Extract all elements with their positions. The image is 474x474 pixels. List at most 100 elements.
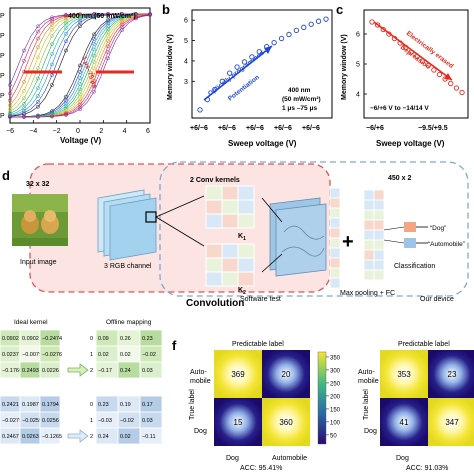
panel-a-xlabel: Voltage (V) <box>60 136 102 145</box>
offline-k2-cell <box>139 427 163 445</box>
hysteresis-point <box>64 104 68 109</box>
panel-c-xlabel: Sweep voltage (V) <box>376 139 445 148</box>
colorbar-tick: 300 <box>330 368 341 374</box>
kernel-cell <box>221 185 239 201</box>
fc-cell <box>373 219 385 231</box>
panel-b-marker <box>315 18 322 24</box>
hysteresis-point <box>64 101 68 106</box>
row-auto-right-2: mobile <box>358 378 379 385</box>
kernel-k1-grid <box>205 185 255 229</box>
hysteresis-point <box>50 52 54 56</box>
kernel-cell <box>205 199 223 215</box>
potentiation-arrow <box>203 45 273 101</box>
colorbar-ticks: 350 300 250 200 150 100 50 <box>326 355 341 439</box>
confusion-matrix-left: 369 20 15 360 <box>214 350 310 446</box>
depression-arrow <box>373 21 453 81</box>
kernel-cell <box>237 185 255 201</box>
hysteresis-point <box>22 59 26 63</box>
cm-cell <box>428 398 474 446</box>
panel-b-marker <box>219 78 225 84</box>
ideal-k1-value: −0.0079 <box>22 352 42 358</box>
panel-b-note-1: 400 nm <box>288 87 311 94</box>
panel-a-pulse-label: 1 μs–75 μs <box>80 55 98 89</box>
software-test-label: Software test <box>240 296 281 303</box>
cm-cell <box>214 350 262 398</box>
acc-left: ACC: 95.41% <box>240 465 282 472</box>
panel-c-ytick: 6 <box>356 32 360 39</box>
ideal-k2-value: −0.0255 <box>22 418 42 424</box>
hysteresis-point <box>134 12 138 16</box>
panel-b-marker <box>301 24 307 30</box>
ideal-k2-value: 0.1794 <box>42 402 59 408</box>
panel-d: 32 x 32 Input image 3 RGB channel 2 Conv… <box>0 160 474 308</box>
hysteresis-point <box>148 12 152 16</box>
fc-cell <box>363 269 375 281</box>
classification-label: Classification <box>394 263 435 270</box>
hysteresis-point <box>50 22 54 27</box>
hysteresis-point <box>78 12 82 17</box>
panel-c-note: −6/+6 V to −14/14 V <box>370 105 429 112</box>
hysteresis-point <box>36 86 40 90</box>
fc-cell <box>363 199 375 211</box>
vector-cell <box>329 207 341 219</box>
hysteresis-point <box>92 84 96 89</box>
ideal-k2-cell <box>39 427 61 445</box>
row-index: 1 <box>90 352 93 358</box>
offline-k1-value: 0.26 <box>120 336 131 342</box>
ideal-k1-cell <box>39 361 61 379</box>
hysteresis-point <box>36 45 40 50</box>
panel-c-marker <box>369 19 375 25</box>
panel-a-ytick: P <box>0 53 5 60</box>
fc-cell <box>363 239 375 251</box>
hysteresis-point <box>92 53 96 58</box>
offline-k1-value: 0.02 <box>120 352 131 358</box>
fc-cell <box>363 189 375 201</box>
acc-right: ACC: 91.03% <box>406 465 448 472</box>
hysteresis-point <box>22 106 26 110</box>
vector-cell <box>329 267 341 279</box>
kernel-cell <box>221 213 239 229</box>
row-index: 0 <box>90 336 93 342</box>
offline-k2-value: 0.03 <box>142 418 153 424</box>
colorbar-tick: 150 <box>330 407 341 413</box>
cm-cell <box>380 350 428 398</box>
fc-cell <box>373 269 385 281</box>
fc-cell <box>373 209 385 221</box>
hysteresis-point <box>36 76 40 81</box>
hysteresis-point <box>8 115 12 119</box>
offline-k1-value: 0.23 <box>142 336 153 342</box>
cm-value: 347 <box>445 418 459 427</box>
hysteresis-point <box>120 20 124 25</box>
kernel-cell <box>237 257 255 273</box>
row-index: 1 <box>90 418 93 424</box>
input-image-label: Input image <box>20 259 57 266</box>
panel-b-xtick: +6/−6 <box>190 125 208 132</box>
panel-b-marker <box>286 31 292 38</box>
output-size-label: 450 x 2 <box>388 175 411 182</box>
hysteresis-point <box>22 109 26 113</box>
ideal-kernel-title: Ideal kernel <box>14 319 48 326</box>
panel-a-plot: −6 −4 −2 0 2 4 6 P P P P P P 400 nm (50 mW/cm²) 1 μs… <box>0 7 152 145</box>
fc-weights <box>363 189 405 281</box>
hysteresis-point <box>22 48 26 53</box>
hysteresis-point <box>8 98 12 103</box>
col-dog-left: Dog <box>226 455 239 462</box>
hysteresis-point <box>50 15 54 20</box>
row-dog-left: Dog <box>194 428 207 435</box>
hysteresis-point <box>92 66 96 71</box>
panel-c-marker <box>374 22 381 28</box>
panel-a-ytick: P <box>0 13 5 20</box>
hysteresis-point <box>106 39 110 43</box>
offline-k2-value: 0.17 <box>142 402 153 408</box>
kernel-cell <box>205 257 223 273</box>
ideal-k2-value: 0.0256 <box>42 418 59 424</box>
hysteresis-point <box>78 76 82 81</box>
hysteresis-point <box>50 73 54 78</box>
hysteresis-point <box>22 101 26 106</box>
hysteresis-point <box>78 70 82 74</box>
hysteresis-point <box>78 107 82 112</box>
vector-cell <box>329 227 341 239</box>
